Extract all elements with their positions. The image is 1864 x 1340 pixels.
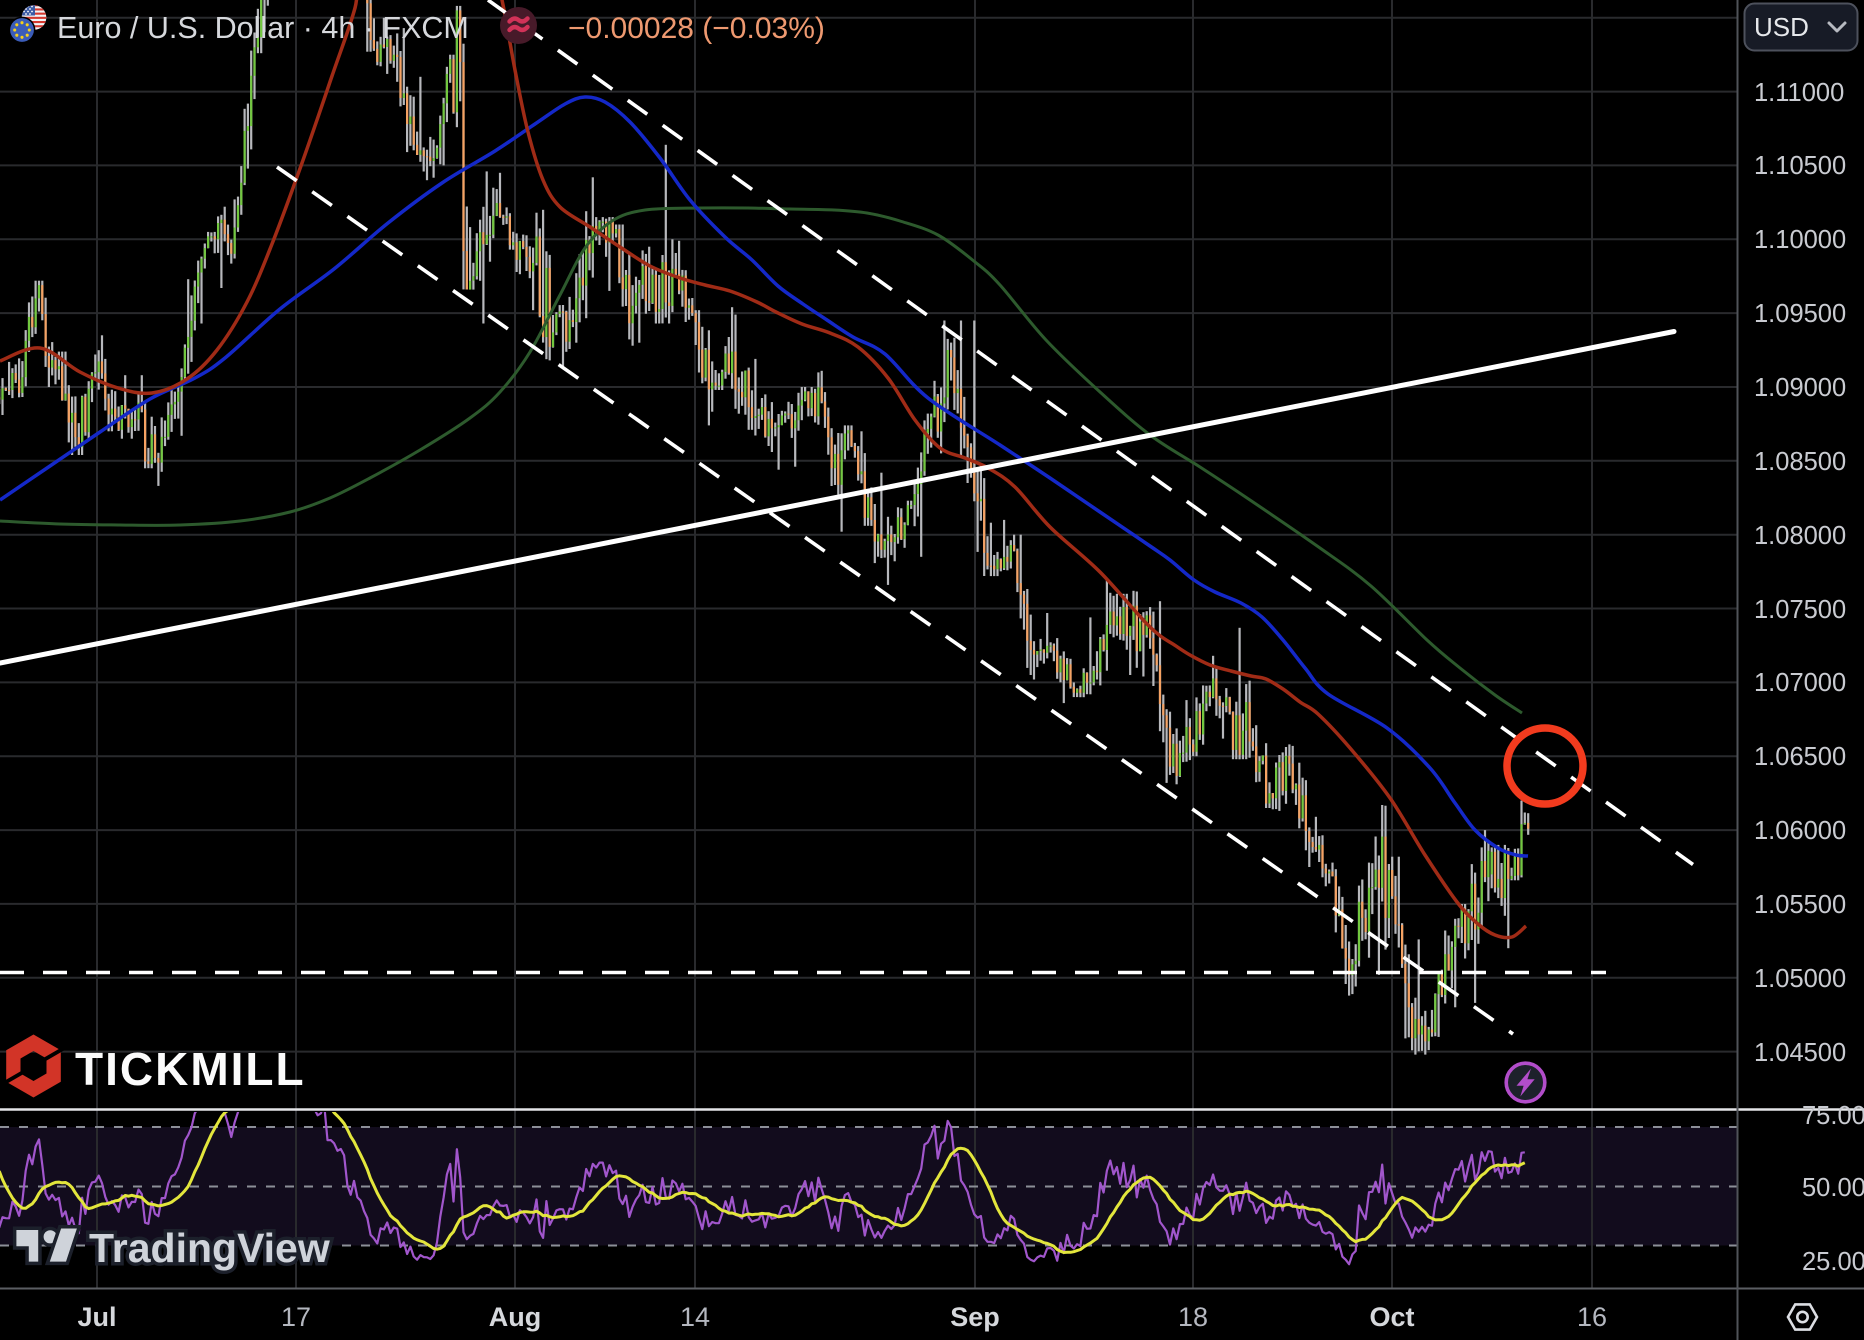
- svg-text:Euro / U.S. Dollar · 4h · FXCM: Euro / U.S. Dollar · 4h · FXCM: [57, 11, 469, 45]
- svg-text:Sep: Sep: [950, 1302, 1000, 1332]
- svg-text:1.06500: 1.06500: [1754, 743, 1846, 771]
- svg-text:14: 14: [680, 1302, 710, 1332]
- svg-text:16: 16: [1577, 1302, 1607, 1332]
- svg-text:1.07000: 1.07000: [1754, 669, 1846, 697]
- svg-text:Oct: Oct: [1369, 1302, 1414, 1332]
- svg-text:18: 18: [1178, 1302, 1208, 1332]
- svg-text:1.05000: 1.05000: [1754, 965, 1846, 993]
- svg-text:1.06000: 1.06000: [1754, 817, 1846, 845]
- svg-text:1.11000: 1.11000: [1754, 79, 1844, 107]
- svg-text:−0.00028 (−0.03%): −0.00028 (−0.03%): [568, 12, 825, 45]
- svg-text:50.00: 50.00: [1802, 1174, 1864, 1202]
- svg-text:1.04500: 1.04500: [1754, 1039, 1846, 1067]
- svg-text:17: 17: [281, 1302, 311, 1332]
- svg-text:1.08000: 1.08000: [1754, 522, 1846, 550]
- svg-text:1.05500: 1.05500: [1754, 891, 1846, 919]
- svg-text:1.10500: 1.10500: [1754, 152, 1846, 180]
- svg-text:Jul: Jul: [77, 1302, 116, 1332]
- svg-text:1.09500: 1.09500: [1754, 300, 1846, 328]
- svg-text:75.00: 75.00: [1802, 1102, 1864, 1130]
- svg-text:25.00: 25.00: [1802, 1248, 1864, 1276]
- svg-text:1.10000: 1.10000: [1754, 226, 1846, 254]
- svg-text:1.07500: 1.07500: [1754, 596, 1846, 624]
- svg-text:1.09000: 1.09000: [1754, 374, 1846, 402]
- svg-text:USD: USD: [1754, 12, 1809, 42]
- svg-text:TradingView: TradingView: [89, 1225, 330, 1271]
- svg-text:Aug: Aug: [489, 1302, 541, 1332]
- svg-text:TICKMILL: TICKMILL: [75, 1043, 306, 1095]
- svg-text:1.08500: 1.08500: [1754, 448, 1846, 476]
